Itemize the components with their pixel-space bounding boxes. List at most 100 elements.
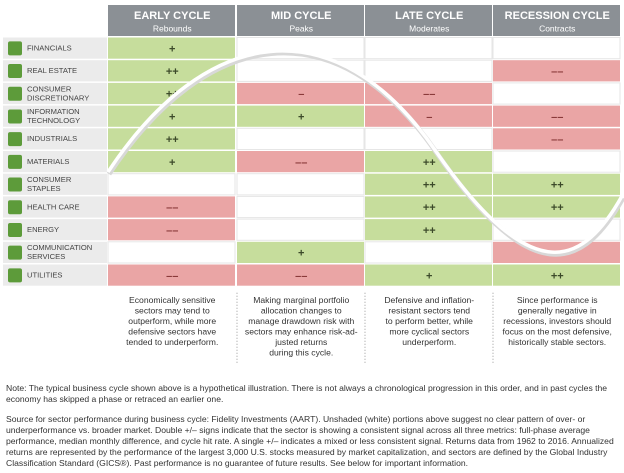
sector-label: REAL ESTATE: [27, 66, 77, 75]
sector-label: STAPLES: [27, 184, 61, 193]
cell: [237, 241, 364, 263]
cell: [236, 218, 365, 241]
description: tended to underperform.: [126, 337, 218, 347]
signal: ++: [423, 202, 436, 214]
sector-label: UTILITIES: [27, 270, 62, 279]
description: outperform, while more: [128, 316, 216, 326]
signal: ––: [295, 270, 307, 282]
sector-label: CONSUMER: [27, 84, 72, 93]
description: focus on the most defensive,: [503, 326, 612, 336]
sector-label: SERVICES: [27, 252, 65, 261]
signal: ––: [551, 66, 563, 78]
cell: [108, 196, 235, 218]
sector-label: FINANCIALS: [27, 43, 72, 52]
description: allocation changes to: [261, 305, 342, 315]
row-label-bg: [3, 219, 107, 241]
signal: ––: [551, 111, 563, 123]
sector-label: INDUSTRIALS: [27, 134, 77, 143]
cell: [108, 151, 235, 173]
description: sectors may enhance risk-ad-: [245, 326, 358, 336]
row-label-bg: [3, 60, 107, 82]
column-title: MID CYCLE: [271, 10, 332, 22]
cell: [493, 264, 620, 286]
signal: ++: [551, 179, 564, 191]
description: sectors may tend to: [135, 305, 210, 315]
sector-label: ENERGY: [27, 225, 59, 234]
cell: [364, 37, 493, 60]
cell: [493, 196, 620, 218]
signal: ++: [423, 225, 436, 237]
signal: ++: [423, 179, 436, 191]
signal: ––: [166, 225, 178, 237]
sector-label: HEALTH CARE: [27, 202, 80, 211]
description: resistant sectors tend: [388, 305, 470, 315]
sector-icon: [8, 86, 22, 101]
cell: [108, 264, 235, 286]
cell: [237, 82, 364, 105]
sector-label: COMMUNICATION: [27, 243, 92, 252]
description: generally negative in: [518, 305, 597, 315]
row-label-bg: [3, 151, 107, 173]
description: underperform.: [402, 337, 456, 347]
cell: [492, 218, 621, 241]
signal: ++: [551, 270, 564, 282]
sector-icon: [8, 268, 22, 283]
cell: [108, 105, 235, 127]
column-title: LATE CYCLE: [395, 10, 463, 22]
signal: ++: [166, 134, 179, 146]
cell: [492, 82, 621, 105]
sector-icon: [8, 132, 22, 147]
cell: [364, 59, 493, 82]
cell: [493, 60, 620, 82]
cell: [237, 264, 364, 286]
signal: +: [169, 157, 175, 169]
sector-label: INFORMATION: [27, 107, 80, 116]
cell: [492, 150, 621, 173]
signal: +: [426, 270, 432, 282]
sector-icon: [8, 222, 22, 237]
cell: [236, 195, 365, 219]
cell: [365, 105, 492, 127]
sector-icon: [8, 200, 22, 215]
cell: [365, 151, 492, 173]
row-label-bg: [3, 37, 107, 59]
cell: [107, 241, 236, 264]
column-title: RECESSION CYCLE: [505, 10, 610, 22]
description: historically stable sectors.: [508, 337, 606, 347]
cell: [493, 173, 620, 195]
cell: [365, 82, 492, 105]
signal: ––: [295, 157, 307, 169]
sector-icon: [8, 64, 22, 79]
cell: [365, 219, 492, 241]
description: Defensive and inflation-: [384, 295, 474, 305]
cell: [108, 37, 235, 59]
signal: ++: [423, 157, 436, 169]
description: Since performance is: [517, 295, 598, 305]
signal: +: [298, 111, 304, 123]
row-label-bg: [3, 128, 107, 150]
signal: +: [298, 248, 304, 260]
cell: [364, 241, 493, 264]
description: recessions, investors should: [503, 316, 611, 326]
sector-icon: [8, 41, 22, 56]
row-label-bg: [3, 105, 107, 127]
description: defensive sectors have: [128, 326, 216, 336]
sector-icon: [8, 109, 22, 124]
cell: [236, 59, 365, 82]
header-cell: [365, 5, 492, 36]
sector-label: MATERIALS: [27, 157, 69, 166]
cell: [108, 219, 235, 241]
column-subtitle: Contracts: [539, 23, 575, 33]
description: Economically sensitive: [129, 295, 216, 305]
cell: [365, 196, 492, 218]
sector-icon: [8, 154, 22, 169]
signal: –: [298, 89, 304, 101]
row-label-bg: [3, 196, 107, 218]
signal: ––: [166, 270, 178, 282]
signal: +: [169, 111, 175, 123]
signal: ––: [423, 89, 435, 101]
sector-label: TECHNOLOGY: [27, 116, 80, 125]
sector-label: CONSUMER: [27, 175, 72, 184]
